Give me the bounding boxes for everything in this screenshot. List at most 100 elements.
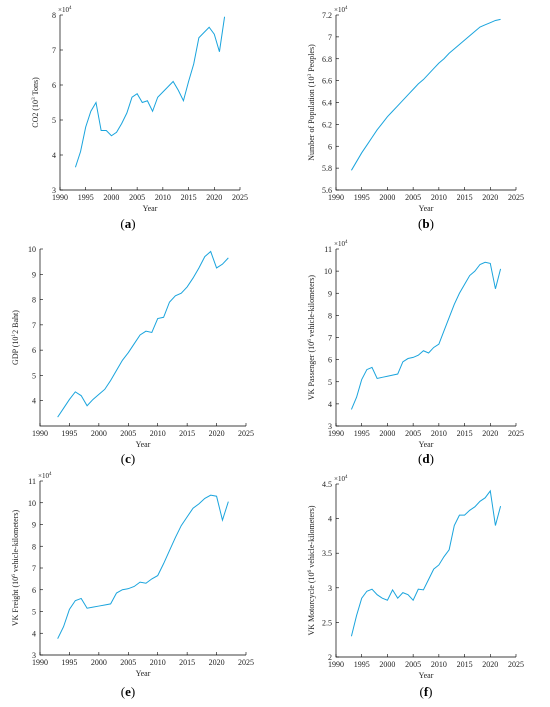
- y-axis-label: VK Passenger (106 vehicle-kilometers): [307, 275, 316, 401]
- x-tick-label: 2020: [482, 193, 498, 202]
- x-tick-label: 2025: [232, 193, 248, 202]
- x-tick-label: 1990: [32, 429, 48, 438]
- y-axis-label: CO2 (103 Tons): [31, 77, 40, 128]
- y-tick-label: 2: [328, 653, 332, 662]
- x-axis-label: Year: [419, 671, 434, 680]
- x-tick-label: 2010: [150, 429, 166, 438]
- y-tick-label: 7: [32, 564, 36, 573]
- y-tick-label: 10: [28, 245, 36, 254]
- axis-multiplier: ×104: [58, 6, 72, 14]
- y-tick-label: 6: [52, 81, 56, 90]
- x-tick-label: 2015: [457, 660, 473, 669]
- y-tick-label: 7: [328, 33, 332, 42]
- x-tick-label: 2020: [206, 193, 222, 202]
- x-tick-label: 1990: [328, 660, 344, 669]
- y-tick-label: 6: [328, 142, 332, 151]
- y-tick-label: 2.5: [322, 618, 332, 627]
- x-tick-label: 2025: [508, 193, 524, 202]
- x-tick-label: 2020: [482, 429, 498, 438]
- x-tick-label: 1995: [61, 658, 77, 667]
- x-tick-label: 2020: [482, 660, 498, 669]
- x-axis-label: Year: [419, 440, 434, 449]
- chart-e: 1990 1995 2000 2005 2010 2015 2020 2025 3 4 5 6 7 8 9 1…: [11, 472, 254, 699]
- axis-lines: [39, 481, 246, 656]
- x-tick-label: 2000: [91, 429, 107, 438]
- x-tick-label: 2015: [179, 658, 195, 667]
- x-tick-label: 1995: [354, 193, 370, 202]
- y-tick-label: 4: [32, 629, 36, 638]
- chart-a: 1990 1995 2000 2005 2010 2015 2020 2025 3 4 5 6 7 8×1…: [31, 6, 248, 231]
- series-line: [350, 18, 501, 171]
- x-tick-label: 1995: [78, 193, 94, 202]
- x-tick-label: 2015: [179, 429, 195, 438]
- x-tick-label: 2015: [457, 429, 473, 438]
- y-tick-label: 6.2: [322, 120, 332, 129]
- x-tick-label: 2000: [379, 193, 395, 202]
- y-tick-label: 6.8: [322, 55, 332, 64]
- chart-b: 1990 1995 2000 2005 2010 2015 2020 2025 5.6 5.8 6 6…: [307, 6, 524, 231]
- series-line: [57, 494, 229, 639]
- x-tick-label: 2025: [508, 660, 524, 669]
- axis-lines: [39, 249, 246, 427]
- y-tick-label: 8: [328, 311, 332, 320]
- series-line: [57, 250, 229, 418]
- series-line: [74, 16, 226, 168]
- x-axis-label: Year: [136, 669, 151, 678]
- panel-caption: (c): [121, 451, 135, 466]
- axis-lines: [335, 484, 516, 658]
- x-tick-label: 2015: [457, 193, 473, 202]
- y-tick-label: 10: [324, 267, 332, 276]
- x-tick-label: 2005: [405, 429, 421, 438]
- x-axis-label: Year: [136, 440, 151, 449]
- axis-multiplier: ×104: [334, 6, 348, 14]
- chart-c: 1990 1995 2000 2005 2010 2015 2020 2025 4 5 6 7 8 9 10…: [11, 245, 254, 466]
- x-tick-label: 1990: [328, 193, 344, 202]
- y-tick-label: 6: [32, 346, 36, 355]
- y-tick-label: 10: [28, 499, 36, 508]
- y-tick-label: 5.6: [322, 186, 332, 195]
- x-tick-label: 2005: [120, 429, 136, 438]
- y-tick-label: 7.2: [322, 11, 332, 20]
- y-tick-label: 8: [32, 296, 36, 305]
- x-tick-label: 2005: [405, 660, 421, 669]
- y-tick-label: 6: [32, 586, 36, 595]
- x-tick-label: 2010: [150, 658, 166, 667]
- y-tick-label: 11: [28, 477, 36, 486]
- y-tick-label: 3: [328, 584, 332, 593]
- y-tick-label: 9: [328, 289, 332, 298]
- y-tick-label: 3: [52, 186, 56, 195]
- x-tick-label: 2005: [405, 193, 421, 202]
- y-tick-label: 9: [32, 521, 36, 530]
- y-tick-label: 3: [328, 422, 332, 431]
- y-tick-label: 4.5: [322, 480, 332, 489]
- x-tick-label: 1990: [32, 658, 48, 667]
- panel-caption: (a): [120, 216, 135, 231]
- x-tick-label: 1990: [328, 429, 344, 438]
- panel-caption: (f): [419, 684, 432, 699]
- chart-f: 1990 1995 2000 2005 2010 2015 2020 2025 2 2.5 3 3.5…: [307, 475, 524, 699]
- y-tick-label: 5: [32, 608, 36, 617]
- panel-caption: (e): [121, 684, 135, 699]
- x-tick-label: 2000: [103, 193, 119, 202]
- y-tick-label: 4: [32, 397, 36, 406]
- x-tick-label: 1990: [52, 193, 68, 202]
- panel-caption: (d): [418, 451, 434, 466]
- y-tick-label: 8: [32, 542, 36, 551]
- x-tick-label: 2025: [238, 429, 254, 438]
- x-axis-label: Year: [143, 204, 158, 213]
- x-tick-label: 2010: [431, 429, 447, 438]
- axis-multiplier: ×104: [334, 475, 348, 483]
- x-tick-label: 2010: [431, 193, 447, 202]
- axis-multiplier: ×104: [38, 472, 52, 480]
- panel-caption: (b): [418, 216, 434, 231]
- x-tick-label: 2010: [155, 193, 171, 202]
- x-tick-label: 1995: [61, 429, 77, 438]
- y-tick-label: 5: [328, 378, 332, 387]
- series-line: [350, 489, 502, 637]
- y-tick-label: 3: [32, 651, 36, 660]
- x-tick-label: 2005: [120, 658, 136, 667]
- y-tick-label: 3.5: [322, 549, 332, 558]
- x-tick-label: 1995: [354, 660, 370, 669]
- y-tick-label: 5.8: [322, 164, 332, 173]
